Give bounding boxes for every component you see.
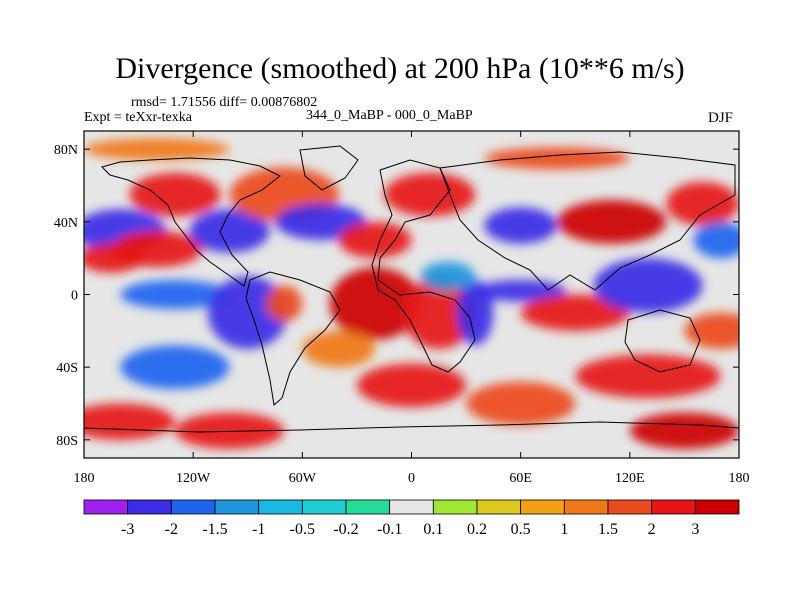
field-region-2: [129, 172, 221, 217]
lon-tick-label: 60E: [509, 471, 532, 486]
colorbar-level-label: -1.5: [202, 521, 227, 538]
field-region-11: [329, 267, 421, 340]
colorbar-swatch: [301, 499, 347, 515]
field-region-32: [302, 330, 376, 368]
colorbar-level-label: 0.1: [423, 521, 443, 538]
field-region-7: [338, 221, 412, 259]
field-region-26: [356, 363, 467, 408]
colorbar-swatch: [214, 499, 260, 515]
colorbar-swatch: [170, 499, 216, 515]
lon-tick-label: 0: [408, 471, 415, 486]
lat-tick-label: 80N: [54, 143, 78, 158]
lon-tick-label: 180: [729, 471, 750, 486]
comparison-label: 344_0_MaBP - 000_0_MaBP: [306, 108, 473, 123]
lon-tick-label: 180: [74, 471, 95, 486]
field-region-17: [557, 200, 667, 244]
colorbar-swatch: [389, 499, 434, 515]
colorbar-level-label: -0.5: [290, 521, 315, 538]
lat-tick-label: 80S: [56, 434, 78, 449]
coast-antarctica: [84, 421, 739, 433]
colorbar-level-label: 2: [648, 521, 656, 538]
colorbar-level-label: -0.1: [377, 521, 402, 538]
colorbar-level-label: 3: [691, 521, 699, 538]
coast-asia: [439, 151, 736, 291]
colorbar-level-label: -2: [165, 521, 178, 538]
coast-south-america: [245, 271, 341, 406]
plot-title: Divergence (smoothed) at 200 hPa (10**6 …: [115, 52, 685, 85]
colorbar-level-label: -3: [121, 521, 134, 538]
lat-tick-label: 40N: [54, 216, 78, 231]
lon-tick-label: 120E: [615, 471, 645, 486]
field-region-3: [111, 230, 203, 268]
field-region-23: [120, 345, 230, 389]
colorbar-swatch: [432, 499, 478, 515]
lon-tick-label: 60W: [289, 471, 317, 486]
field-region-24: [84, 403, 175, 440]
colorbar-level-label: 1: [560, 521, 568, 538]
colorbar: -3 -2 -1.5 -1 -0.5 -0.2 -0.1 0.1 0.2 0.5 1 1.5 2 3: [83, 499, 740, 538]
colorbar-level-label: 0.2: [467, 521, 487, 538]
colorbar-swatch: [520, 499, 565, 515]
experiment-label: Expt = teXxr-texka: [84, 110, 192, 125]
field-region-6: [275, 203, 367, 240]
field-region-19: [693, 221, 739, 259]
colorbar-level-label: 1.5: [598, 521, 618, 538]
field-region-20: [484, 207, 558, 244]
colorbar-swatch: [345, 499, 391, 515]
coast-north-america: [101, 157, 281, 287]
field-region-15: [520, 294, 630, 331]
colorbar-swatch: [127, 499, 172, 515]
colorbar-swatch: [651, 499, 696, 515]
field-region-12: [402, 276, 476, 349]
coastlines: [84, 145, 739, 433]
lat-tick-label: 40S: [56, 361, 78, 376]
coast-europe-africa: [371, 159, 476, 373]
field-region-10: [265, 285, 303, 322]
field-region-4: [189, 209, 270, 253]
lat-tick-label: 0: [71, 289, 78, 304]
coast-greenland: [299, 145, 359, 191]
field-region-30: [84, 138, 230, 161]
colorbar-swatch: [83, 499, 129, 515]
field-region-27: [466, 381, 576, 426]
colorbar-swatch: [694, 499, 740, 515]
field-region-28: [629, 412, 739, 449]
season-label: DJF: [708, 110, 734, 126]
colorbar-swatch: [258, 499, 303, 515]
field-region-25: [174, 412, 285, 449]
field-region-29: [484, 147, 630, 170]
colorbar-level-label: 0.5: [511, 521, 531, 538]
axis-ticks: 80N 40N 0 40S 80S 180 120W 60W 0 60E 120E 180: [54, 131, 750, 486]
colorbar-swatch: [607, 499, 653, 515]
coast-australia: [624, 309, 701, 373]
field-region-9: [207, 276, 288, 349]
field-region-8: [120, 279, 230, 310]
colorbar-swatch: [476, 499, 522, 515]
lon-tick-label: 120W: [176, 471, 211, 486]
colorbar-level-label: -0.2: [333, 521, 358, 538]
field-region-33: [420, 261, 476, 291]
field-region-31: [684, 312, 739, 349]
field-region-22: [575, 354, 721, 399]
field-region-16: [593, 258, 703, 313]
field-region-21: [384, 172, 476, 217]
field-region-18: [666, 181, 739, 226]
stats-line: rmsd= 1.71556 diff= 0.00876802: [131, 95, 318, 110]
colorbar-swatch: [563, 499, 609, 515]
colorbar-level-label: -1: [252, 521, 265, 538]
